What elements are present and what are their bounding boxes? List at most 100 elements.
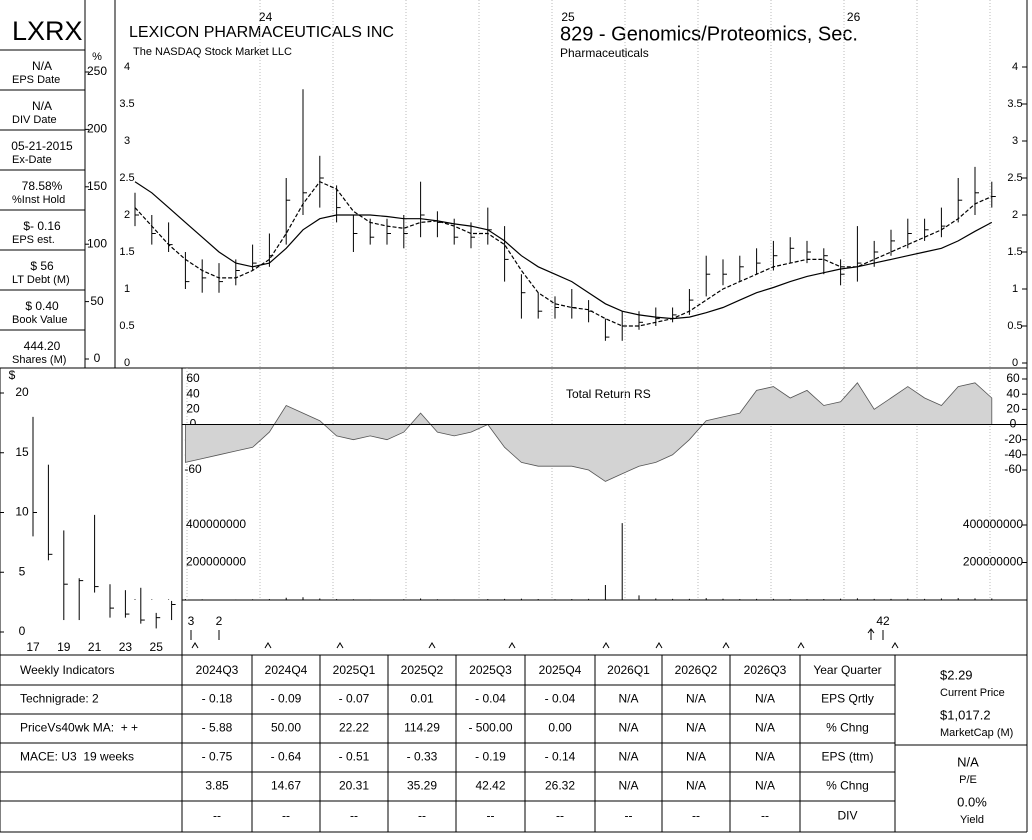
stat-label: EPS Date [12,74,60,86]
x-tick-label: 19 [57,640,71,654]
y-tick-label: 40 [186,386,200,400]
table-header: 2025Q4 [539,663,582,677]
summary-label: Current Price [940,687,1005,699]
x-tick-label: 21 [88,640,102,654]
table-cell: DIV [837,809,857,823]
y-tick-label: -40 [1004,447,1022,461]
y-tick-label: 400000000 [963,517,1023,531]
caret [655,642,663,649]
y-tick-label: 20 [186,402,200,416]
stat-value: 05-21-2015 [11,139,73,153]
table-header: 2024Q3 [196,663,239,677]
company: LEXICON PHARMACEUTICALS INC [129,24,394,41]
industry-group: 829 - Genomics/Proteomics, Sec. [560,23,858,45]
y-tick-label: 20 [1006,402,1020,416]
y2-tick-label: 200 [87,122,107,136]
y-tick-label: 15 [15,445,29,459]
table-cell: - 0.09 [271,692,302,706]
table-cell: -- [350,809,358,823]
stat-label: Book Value [12,314,67,326]
y-tick-label: 0 [190,417,197,431]
summary-value: 0.0% [957,794,987,809]
table-cell: -- [692,809,700,823]
table-cell: N/A [686,750,706,764]
table-cell: % Chng [826,779,869,793]
earnings-marker: 42 [876,614,890,628]
table-cell: N/A [755,750,775,764]
table-header: 2025Q1 [333,663,376,677]
y-tick-label: -60 [184,462,202,476]
y-tick-label: 1 [1012,283,1018,295]
table-cell: - 0.75 [202,750,233,764]
caret [508,642,516,649]
table-cell: - 0.33 [407,750,438,764]
exchange: The NASDAQ Stock Market LLC [133,46,292,58]
x-tick-label: 26 [847,10,861,24]
stat-value: $ 0.40 [25,299,59,313]
y-tick-label: 0 [1010,417,1017,431]
table-cell: N/A [618,692,638,706]
y-tick-label: 2.5 [119,172,134,184]
table-cell: Technigrade: 2 [20,692,99,706]
table-header: 2024Q4 [265,663,308,677]
y-tick-label: 200000000 [186,555,246,569]
y-tick-label: 0 [124,357,130,369]
y-tick-label: 3.5 [119,98,134,110]
caret [891,642,899,649]
moving-average [134,180,993,327]
y-tick-label: 2.5 [1007,172,1022,184]
y-tick-label: 4 [1012,61,1018,73]
caret [722,642,730,649]
table-cell: - 0.04 [475,692,506,706]
table-cell: - 0.04 [545,692,576,706]
y-tick-label: 60 [186,371,200,385]
x-tick-label: 23 [119,640,133,654]
y-tick-label: 4 [124,61,130,73]
table-cell: 22.22 [339,721,369,735]
table-cell: -- [282,809,290,823]
y-tick-label: 40 [1006,386,1020,400]
stat-label: LT Debt (M) [12,274,70,286]
table-cell: 35.29 [407,779,437,793]
x-tick-label: 25 [150,640,164,654]
caret [264,642,272,649]
table-cell: N/A [686,721,706,735]
table-cell: - 0.19 [475,750,506,764]
table-cell: -- [761,809,769,823]
y-tick-label: 3 [124,135,130,147]
summary-label: Yield [960,814,984,826]
stat-value: $ 56 [30,259,54,273]
stat-label: DIV Date [12,114,57,126]
caret [336,642,344,649]
table-cell: N/A [618,779,638,793]
y-tick-label: 200000000 [963,555,1023,569]
rs-title: Total Return RS [566,387,651,401]
earnings-marker: 2 [216,614,223,628]
table-cell: 42.42 [475,779,505,793]
summary-label: MarketCap (M) [940,727,1013,739]
table-cell: N/A [755,692,775,706]
stat-value: 444.20 [24,339,61,353]
table-cell: -- [625,809,633,823]
summary-value: $2.29 [940,667,973,682]
table-cell: 0.01 [410,692,434,706]
y-tick-label: 2 [124,209,130,221]
table-cell: 0.00 [548,721,572,735]
summary-value: N/A [957,754,979,769]
stat-label: EPS est. [12,234,55,246]
stat-value: $- 0.16 [23,219,61,233]
y-axis-label: $ [9,368,16,382]
y-tick-label: -60 [1004,462,1022,476]
table-cell: -- [487,809,495,823]
y2-tick-label: 50 [90,294,104,308]
y-tick-label: 3.5 [1007,98,1022,110]
stat-value: N/A [32,99,52,113]
summary-label: P/E [959,774,977,786]
table-cell: 26.32 [545,779,575,793]
sector: Pharmaceuticals [560,46,649,60]
y-tick-label: -20 [1004,432,1022,446]
y-tick-label: 20 [15,385,29,399]
table-cell: 20.31 [339,779,369,793]
y-tick-label: 1 [124,283,130,295]
